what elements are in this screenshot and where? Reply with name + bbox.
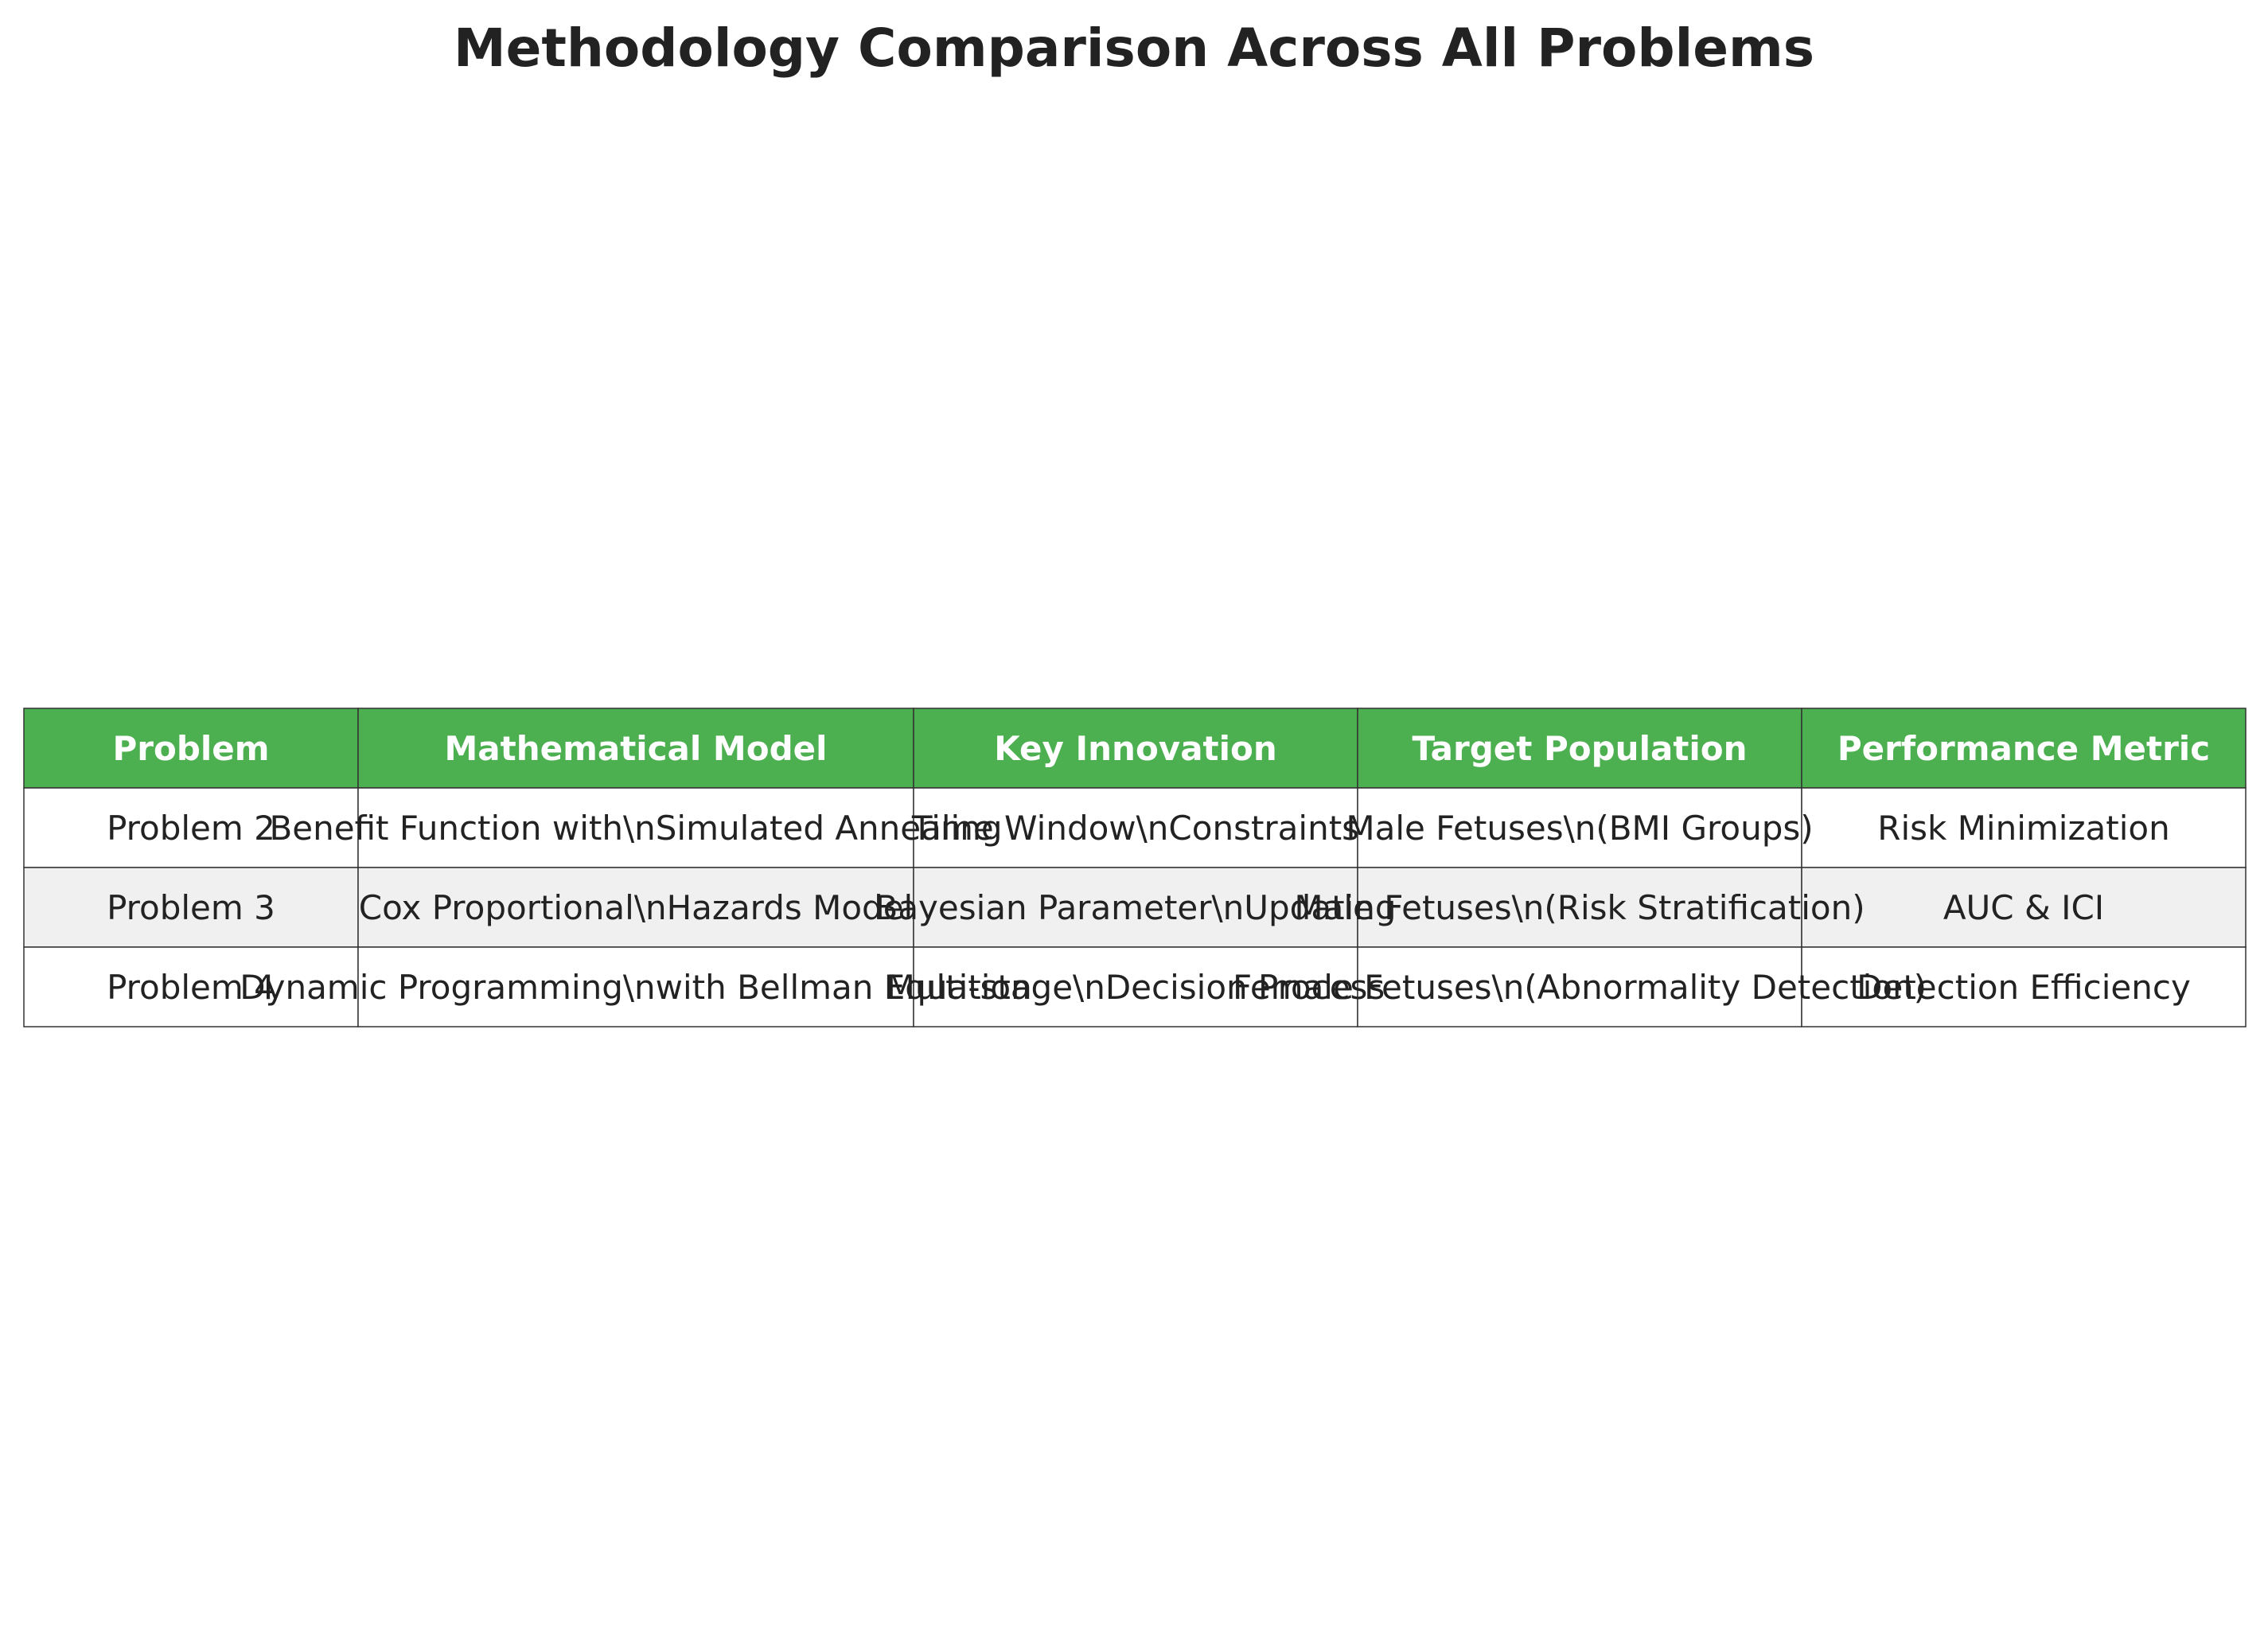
header-cell-key-innovation <box>913 708 1358 789</box>
table-cell-target-population: Female Fetuses\n(Abnormality Detection) <box>1233 968 1927 1007</box>
table-cell-bg <box>1801 787 2247 868</box>
column-header-problem: Problem <box>112 729 269 768</box>
table-cell-bg <box>357 946 914 1027</box>
table-cell-bg <box>357 787 914 868</box>
table-cell-bg <box>1357 867 1802 948</box>
column-header-target-population: Target Population <box>1412 729 1747 768</box>
table-cell-bg <box>913 946 1358 1027</box>
table-cell-mathematical-model: Benefit Function with\nSimulated Anneali… <box>269 809 1002 848</box>
table-cell-mathematical-model: Cox Proportional\nHazards Model <box>359 888 913 927</box>
header-cell-problem <box>23 708 359 789</box>
table-cell-bg <box>1801 867 2247 948</box>
table-cell-bg <box>357 867 914 948</box>
table-cell-performance-metric: AUC & ICI <box>1943 888 2104 927</box>
table-cell-performance-metric: Risk Minimization <box>1877 809 2169 848</box>
table-cell-bg <box>1357 946 1802 1027</box>
table-cell-key-innovation: Time Window\nConstraints <box>911 809 1359 848</box>
table-cell-key-innovation: Multi-stage\nDecision Process <box>887 968 1385 1007</box>
table-cell-problem: Problem 2 <box>107 809 275 848</box>
header-cell-mathematical-model <box>357 708 914 789</box>
table-cell-bg <box>1357 787 1802 868</box>
table-cell-performance-metric: Detection Efficiency <box>1857 968 2191 1007</box>
table-cell-mathematical-model: Dynamic Programming\nwith Bellman Equati… <box>240 968 1032 1007</box>
table-cell-bg <box>23 946 359 1027</box>
table-cell-target-population: Male Fetuses\n(BMI Groups) <box>1346 809 1813 848</box>
table-cell-problem: Problem 4 <box>107 968 275 1007</box>
chart-title: Methodology Comparison Across All Proble… <box>453 18 1815 79</box>
table-cell-bg <box>913 867 1358 948</box>
table-cell-bg <box>1801 946 2247 1027</box>
table-cell-problem: Problem 3 <box>107 888 275 927</box>
column-header-key-innovation: Key Innovation <box>994 729 1277 768</box>
column-header-mathematical-model: Mathematical Model <box>444 729 827 768</box>
table-cell-target-population: Male Fetuses\n(Risk Stratification) <box>1294 888 1865 927</box>
table-cell-bg <box>913 787 1358 868</box>
table-cell-key-innovation: Bayesian Parameter\nUpdating <box>875 888 1397 927</box>
column-header-performance-metric: Performance Metric <box>1837 729 2210 768</box>
header-cell-target-population <box>1357 708 1802 789</box>
